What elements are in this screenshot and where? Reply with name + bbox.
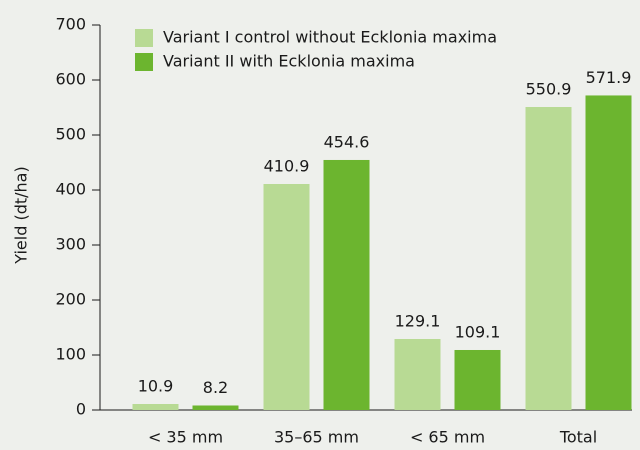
value-label: 550.9	[526, 80, 572, 99]
x-tick-label: < 35 mm	[148, 428, 223, 447]
value-label: 410.9	[264, 157, 310, 176]
y-tick-label: 100	[55, 345, 86, 364]
bar	[132, 404, 179, 410]
value-label: 10.9	[138, 377, 174, 396]
x-tick-label: 35–65 mm	[274, 428, 359, 447]
bar	[192, 405, 239, 410]
value-label: 8.2	[203, 378, 228, 397]
bar	[263, 184, 310, 410]
legend-label: Variant II with Ecklonia maxima	[163, 52, 415, 71]
y-tick-label: 300	[55, 235, 86, 254]
legend-swatch	[135, 29, 153, 47]
bar	[394, 338, 441, 410]
x-tick-label: Total	[559, 428, 597, 447]
value-label: 571.9	[586, 68, 632, 87]
value-label: 454.6	[324, 132, 370, 151]
x-tick-label: < 65 mm	[410, 428, 485, 447]
legend-swatch	[135, 53, 153, 71]
value-label: 109.1	[455, 322, 501, 341]
y-tick-label: 200	[55, 290, 86, 309]
y-tick-label: 500	[55, 125, 86, 144]
y-tick-label: 400	[55, 180, 86, 199]
bar	[585, 95, 632, 410]
bar	[323, 159, 370, 410]
y-axis-label: Yield (dt/ha)	[12, 166, 31, 264]
legend-label: Variant I control without Ecklonia maxim…	[163, 28, 497, 47]
y-tick-label: 0	[76, 400, 86, 419]
y-tick-label: 600	[55, 70, 86, 89]
bar	[525, 107, 572, 410]
bar	[454, 349, 501, 410]
y-tick-label: 700	[55, 15, 86, 34]
value-label: 129.1	[395, 311, 441, 330]
